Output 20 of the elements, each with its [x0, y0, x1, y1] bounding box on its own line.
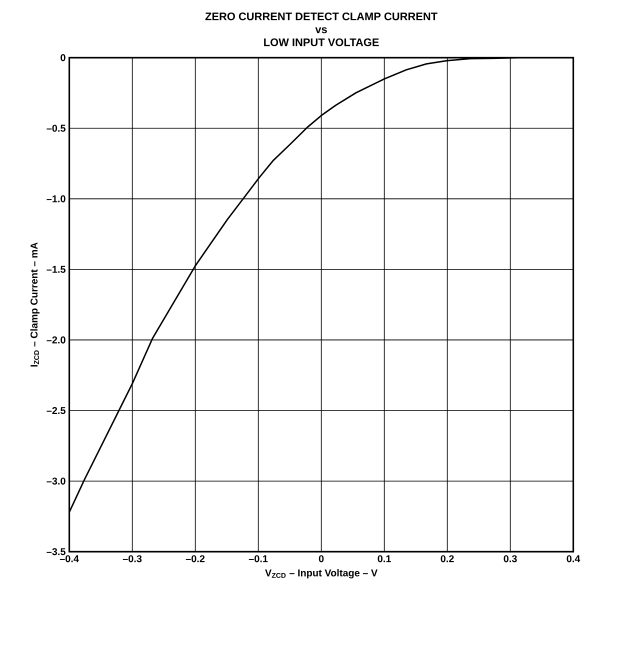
y-tick-label: –3.0	[46, 478, 66, 485]
y-tick-label: 0	[60, 54, 66, 62]
x-tick-label: 0.2	[440, 555, 454, 562]
chart-title: ZERO CURRENT DETECT CLAMP CURRENT vs LOW INPUT VOLTAGE	[205, 12, 438, 46]
y-tick-label: –2.5	[46, 407, 66, 414]
y-tick-label: –3.5	[46, 548, 66, 556]
x-tick-label: –0.1	[248, 555, 268, 562]
y-tick-label: –1.5	[46, 266, 66, 273]
x-tick-label: –0.4	[60, 555, 79, 562]
y-tick-label: –0.5	[46, 124, 66, 132]
x-axis-title: V$_{ZCD}$ – Input Voltage – V	[265, 569, 378, 578]
y-tick-label: –2.0	[46, 336, 66, 344]
x-tick-label: 0.1	[378, 555, 391, 562]
x-tick-label: 0.3	[504, 555, 517, 562]
x-tick-label: 0	[318, 555, 324, 562]
y-axis-title: I$_{ZCD}$ – Clamp Current – mA	[30, 242, 40, 366]
x-tick-label: –0.2	[186, 555, 205, 562]
x-tick-label: –0.3	[122, 555, 142, 562]
x-tick-label: 0.4	[566, 555, 580, 562]
y-tick-label: –1.0	[46, 195, 66, 202]
